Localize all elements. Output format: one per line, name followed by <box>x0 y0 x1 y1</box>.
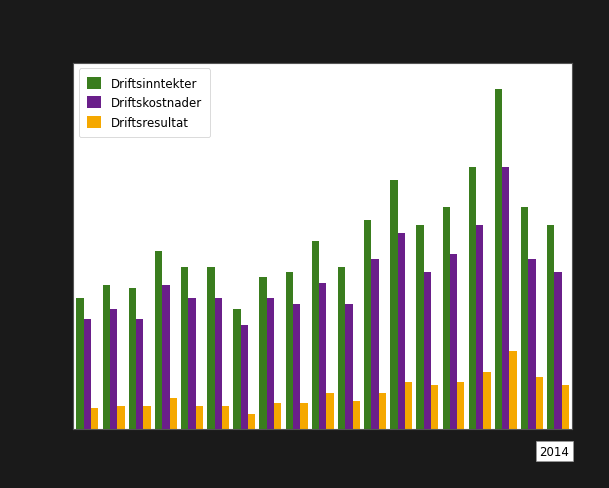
Bar <box>169 398 177 429</box>
Bar <box>195 406 203 429</box>
Bar <box>371 260 379 429</box>
Bar <box>431 385 438 429</box>
Bar <box>554 273 561 429</box>
Bar <box>207 267 214 429</box>
Bar <box>535 377 543 429</box>
Bar <box>405 383 412 429</box>
Bar <box>443 207 450 429</box>
Text: 2014: 2014 <box>539 445 569 458</box>
Bar <box>469 168 476 429</box>
Bar <box>162 285 169 429</box>
Bar <box>214 299 222 429</box>
Bar <box>495 90 502 429</box>
Bar <box>521 207 528 429</box>
Bar <box>345 304 353 429</box>
Bar <box>233 309 241 429</box>
Bar <box>259 278 267 429</box>
Bar <box>188 299 195 429</box>
Bar <box>143 406 151 429</box>
Bar <box>222 406 229 429</box>
Bar <box>267 299 274 429</box>
Bar <box>155 252 162 429</box>
Bar <box>241 325 248 429</box>
Bar <box>91 408 99 429</box>
Bar <box>136 320 143 429</box>
Bar <box>398 233 405 429</box>
Bar <box>181 267 188 429</box>
Bar <box>450 254 457 429</box>
Bar <box>293 304 300 429</box>
Bar <box>510 351 517 429</box>
Bar <box>379 393 386 429</box>
Bar <box>353 401 360 429</box>
Bar <box>326 393 334 429</box>
Bar <box>561 385 569 429</box>
Bar <box>338 267 345 429</box>
Bar <box>118 406 125 429</box>
Bar <box>84 320 91 429</box>
Bar <box>274 403 281 429</box>
Bar <box>300 403 308 429</box>
Bar <box>128 288 136 429</box>
Bar <box>457 383 465 429</box>
Bar <box>417 225 424 429</box>
Bar <box>110 309 118 429</box>
Bar <box>312 241 319 429</box>
Bar <box>502 168 510 429</box>
Bar <box>103 285 110 429</box>
Bar <box>476 225 484 429</box>
Bar <box>319 283 326 429</box>
Bar <box>547 225 554 429</box>
Legend: Driftsinntekter, Driftskostnader, Driftsresultat: Driftsinntekter, Driftskostnader, Drifts… <box>79 69 210 138</box>
Bar <box>484 372 491 429</box>
Bar <box>286 273 293 429</box>
Bar <box>364 220 371 429</box>
Bar <box>248 414 255 429</box>
Bar <box>528 260 535 429</box>
Bar <box>77 299 84 429</box>
Bar <box>424 273 431 429</box>
Bar <box>390 181 398 429</box>
